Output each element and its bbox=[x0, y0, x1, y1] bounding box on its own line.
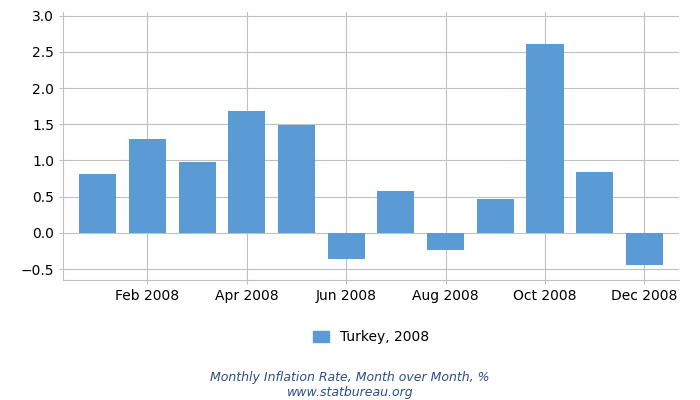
Bar bbox=[427, 233, 464, 250]
Bar bbox=[228, 111, 265, 233]
Bar bbox=[328, 233, 365, 259]
Bar bbox=[576, 172, 613, 233]
Bar bbox=[626, 233, 663, 265]
Bar bbox=[526, 44, 564, 233]
Legend: Turkey, 2008: Turkey, 2008 bbox=[307, 324, 435, 350]
Bar bbox=[178, 162, 216, 233]
Bar bbox=[377, 191, 414, 233]
Bar bbox=[129, 140, 166, 233]
Text: Monthly Inflation Rate, Month over Month, %: Monthly Inflation Rate, Month over Month… bbox=[210, 372, 490, 384]
Bar bbox=[278, 125, 315, 233]
Bar bbox=[79, 174, 116, 233]
Bar bbox=[477, 199, 514, 233]
Text: www.statbureau.org: www.statbureau.org bbox=[287, 386, 413, 399]
